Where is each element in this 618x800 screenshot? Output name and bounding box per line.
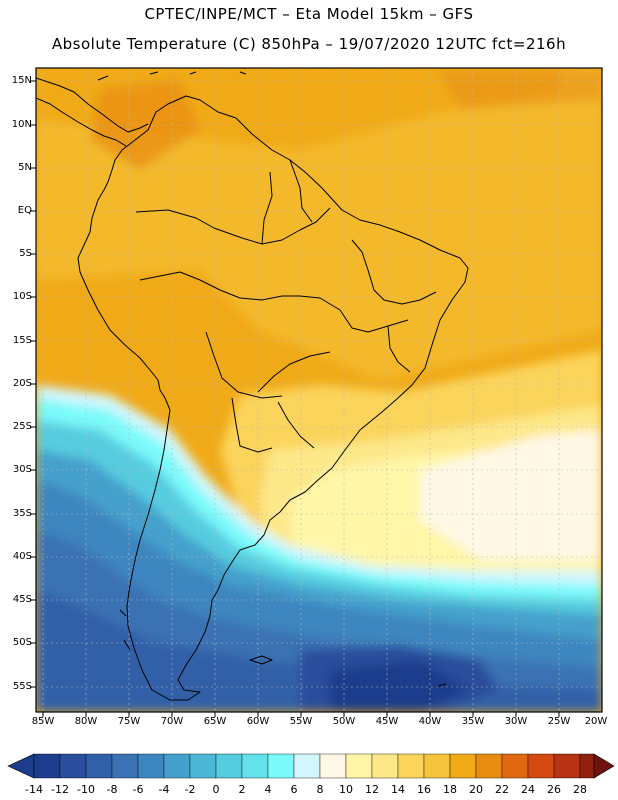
colorbar-swatch — [85, 753, 113, 779]
colorbar-swatch — [371, 753, 399, 779]
colorbar-swatch — [397, 753, 425, 779]
colorbar-label: -12 — [51, 783, 69, 796]
chart-title-line2: Absolute Temperature (C) 850hPa – 19/07/… — [51, 35, 567, 53]
colorbar-swatch — [319, 753, 347, 779]
temperature-field — [36, 68, 602, 712]
lat-label: 30S — [12, 464, 32, 475]
colorbar-label: 24 — [521, 783, 535, 796]
coastline-borders — [36, 71, 469, 701]
colorbar-swatch — [215, 753, 243, 779]
colorbar-swatch — [33, 753, 61, 779]
colorbar-label: -4 — [158, 783, 170, 796]
lat-label: 50S — [12, 637, 32, 648]
colorbar-swatch — [163, 753, 191, 779]
colorbar-swatch — [241, 753, 269, 779]
colorbar-high-arrow — [593, 753, 615, 779]
lon-label: 20W — [584, 716, 608, 727]
lat-label: 45S — [12, 594, 32, 605]
colorbar-swatch — [59, 753, 87, 779]
lon-label: 60W — [246, 716, 270, 727]
colorbar-label: 16 — [417, 783, 431, 796]
lat-label: EQ — [17, 205, 32, 216]
lon-label: 50W — [332, 716, 356, 727]
lat-label: 5S — [19, 248, 32, 259]
country-borders — [135, 159, 437, 453]
lon-label: 35W — [461, 716, 485, 727]
colorbar-label: 18 — [443, 783, 457, 796]
colorbar-label: -6 — [132, 783, 144, 796]
colorbar-swatch — [553, 753, 581, 779]
colorbar-label: 22 — [495, 783, 509, 796]
central-america — [36, 77, 149, 147]
colorbar-label: 2 — [238, 783, 246, 796]
colorbar-swatch — [293, 753, 321, 779]
graticule — [36, 68, 602, 712]
lon-label: 40W — [418, 716, 442, 727]
colorbar-swatch — [527, 753, 555, 779]
colorbar-label: -8 — [106, 783, 118, 796]
colorbar-swatch — [267, 753, 295, 779]
lat-label: 10S — [12, 291, 32, 302]
colorbar-label: 10 — [339, 783, 353, 796]
lat-label: 35S — [12, 508, 32, 519]
lon-label: 70W — [160, 716, 184, 727]
lat-label: 5N — [18, 162, 32, 173]
lon-label: 45W — [375, 716, 399, 727]
lat-label: 55S — [12, 681, 32, 692]
lon-label: 85W — [31, 716, 55, 727]
south-america-outline — [77, 95, 469, 701]
lat-label: 15N — [11, 75, 32, 86]
lon-label: 75W — [117, 716, 141, 727]
chart-title-line1: CPTEC/INPE/MCT – Eta Model 15km – GFS — [144, 5, 474, 23]
axis-ticks — [30, 80, 560, 717]
colorbar-swatch — [475, 753, 503, 779]
colorbar-label: 14 — [391, 783, 405, 796]
lon-label: 80W — [74, 716, 98, 727]
colorbar-label: -10 — [77, 783, 95, 796]
lat-label: 20S — [12, 378, 32, 389]
colorbar — [7, 753, 615, 779]
colorbar-label: 4 — [264, 783, 272, 796]
colorbar-swatch — [449, 753, 477, 779]
lat-label: 15S — [12, 335, 32, 346]
colorbar-label: 28 — [573, 783, 587, 796]
lat-label: 40S — [12, 551, 32, 562]
colorbar-swatch — [189, 753, 217, 779]
colorbar-label: 6 — [290, 783, 298, 796]
colorbar-swatch — [579, 753, 595, 779]
colorbar-swatch — [111, 753, 139, 779]
lat-label: 10N — [11, 119, 32, 130]
colorbar-label: 8 — [316, 783, 324, 796]
colorbar-label: -14 — [25, 783, 43, 796]
colorbar-label: -2 — [184, 783, 196, 796]
islands-south — [119, 609, 447, 687]
colorbar-label: 20 — [469, 783, 483, 796]
colorbar-swatch — [423, 753, 451, 779]
colorbar-label: 12 — [365, 783, 379, 796]
lon-label: 30W — [504, 716, 528, 727]
colorbar-label: 26 — [547, 783, 561, 796]
colorbar-swatch — [501, 753, 529, 779]
colorbar-label: 0 — [212, 783, 220, 796]
caribbean-islands — [97, 71, 247, 81]
lon-label: 65W — [203, 716, 227, 727]
lon-label: 25W — [547, 716, 571, 727]
lat-label: 25S — [12, 421, 32, 432]
colorbar-swatch — [345, 753, 373, 779]
map-frame — [35, 67, 603, 713]
colorbar-low-arrow — [7, 753, 35, 779]
colorbar-swatch — [137, 753, 165, 779]
lon-label: 55W — [289, 716, 313, 727]
